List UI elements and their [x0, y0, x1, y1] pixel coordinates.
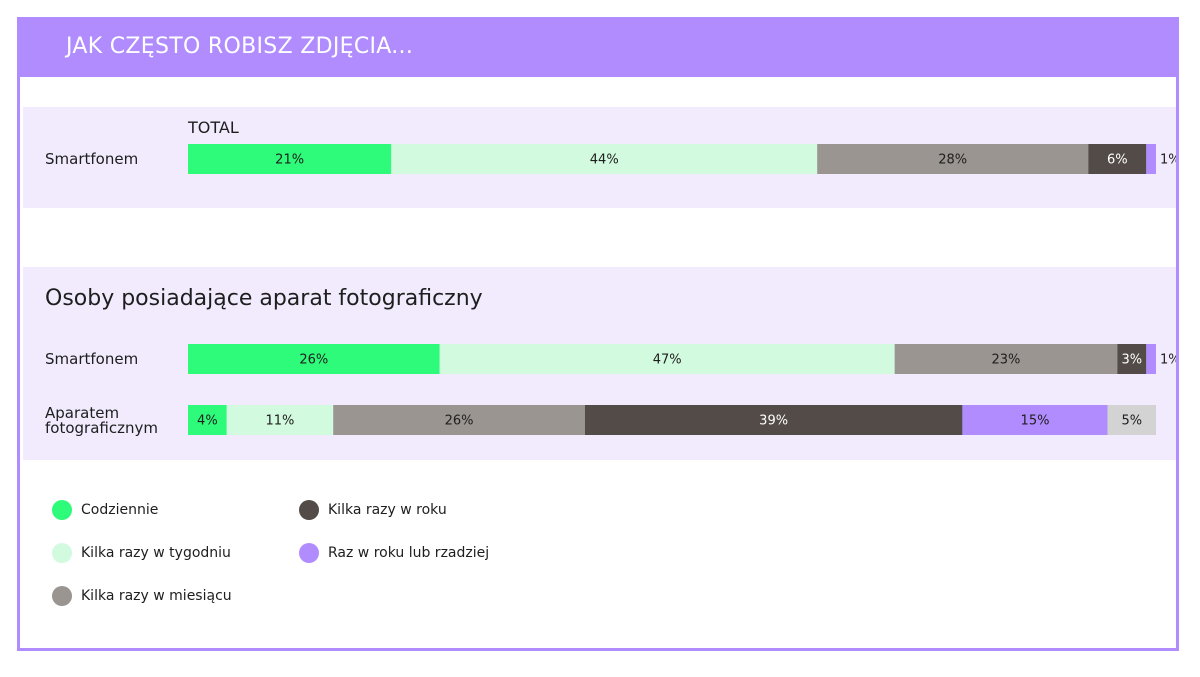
legend-label: Kilka razy w tygodniu	[81, 545, 231, 561]
data-label: 5%	[1121, 414, 1142, 429]
chart-frame: JAK CZĘSTO ROBISZ ZDJĘCIA... TOTAL Smart…	[17, 17, 1179, 651]
bar-segment	[391, 144, 818, 174]
bar-segment	[584, 405, 963, 435]
bar-segment	[817, 144, 1089, 174]
legend-label: Kilka razy w roku	[328, 502, 447, 518]
row-label-line: Smartfonem	[45, 350, 139, 368]
legend-label: Kilka razy w miesiącu	[81, 588, 232, 604]
legend-item-raz-w-roku-lub-rzadziej: Raz w roku lub rzadziej	[299, 543, 489, 563]
data-label: 3%	[1121, 353, 1142, 368]
bar-segment	[962, 405, 1108, 435]
bar-segment	[1107, 405, 1156, 435]
legend-item-codziennie: Codziennie	[52, 500, 158, 520]
row-label-line: Aparatem	[45, 404, 120, 422]
row-label-smartfonem: Smartfonem	[45, 152, 138, 167]
row-label-line: fotograficznym	[45, 419, 158, 437]
header-bar: JAK CZĘSTO ROBISZ ZDJĘCIA...	[20, 20, 1176, 77]
header-title: JAK CZĘSTO ROBISZ ZDJĘCIA...	[66, 34, 414, 59]
bar-segment	[188, 144, 392, 174]
data-label: 1%	[1160, 153, 1176, 168]
data-label: 15%	[1021, 414, 1050, 429]
stacked-bar-total-smartfonem: 21% 44% 28% 6% 1%	[188, 144, 1176, 174]
bar-segment	[1088, 144, 1147, 174]
legend-swatch	[52, 543, 72, 563]
data-label: 11%	[266, 414, 295, 429]
legend-swatch	[52, 500, 72, 520]
bar-segment	[894, 344, 1118, 374]
section-title-total: TOTAL	[188, 118, 239, 137]
bar-segment	[1117, 344, 1147, 374]
legend-item-kilka-razy-w-tygodniu: Kilka razy w tygodniu	[52, 543, 231, 563]
total-section: TOTAL Smartfonem 21% 44% 28% 6% 1%	[23, 107, 1176, 208]
stacked-bar-owners-smartfonem: 26% 47% 23% 3% 1%	[188, 344, 1176, 374]
data-label: 39%	[759, 414, 788, 429]
row-label-line: Smartfonem	[45, 150, 139, 168]
data-label: 47%	[653, 353, 682, 368]
data-label: 6%	[1107, 153, 1128, 168]
bar-segment	[439, 344, 895, 374]
data-label: 28%	[938, 153, 967, 168]
bar-segment	[226, 405, 334, 435]
data-label: 21%	[275, 153, 304, 168]
legend-swatch	[52, 586, 72, 606]
legend-label: Codziennie	[81, 502, 159, 518]
data-label: 4%	[197, 414, 218, 429]
legend-swatch	[299, 500, 319, 520]
data-label: 23%	[992, 353, 1021, 368]
bar-segment	[1146, 344, 1156, 374]
bar-segment	[333, 405, 585, 435]
bar-segment	[188, 344, 440, 374]
data-label: 26%	[445, 414, 474, 429]
stacked-bar-owners-aparatem: 4% 11% 26% 39% 15% 5%	[188, 405, 1156, 435]
legend-item-kilka-razy-w-miesiacu: Kilka razy w miesiącu	[52, 586, 232, 606]
legend-swatch	[299, 543, 319, 563]
row-label-smartfonem: Smartfonem	[45, 352, 138, 367]
bar-segment	[1146, 144, 1156, 174]
row-label-aparatem-fotograficznym: Aparatem fotograficznym	[45, 406, 158, 436]
data-label: 26%	[299, 353, 328, 368]
bar-segment	[188, 405, 227, 435]
legend-label: Raz w roku lub rzadziej	[328, 545, 490, 561]
legend-item-kilka-razy-w-roku: Kilka razy w roku	[299, 500, 447, 520]
camera-owners-section: Osoby posiadające aparat fotograficzny S…	[23, 267, 1176, 460]
data-label: 44%	[590, 153, 619, 168]
section-title-camera-owners: Osoby posiadające aparat fotograficzny	[45, 286, 483, 311]
data-label: 1%	[1160, 353, 1176, 368]
